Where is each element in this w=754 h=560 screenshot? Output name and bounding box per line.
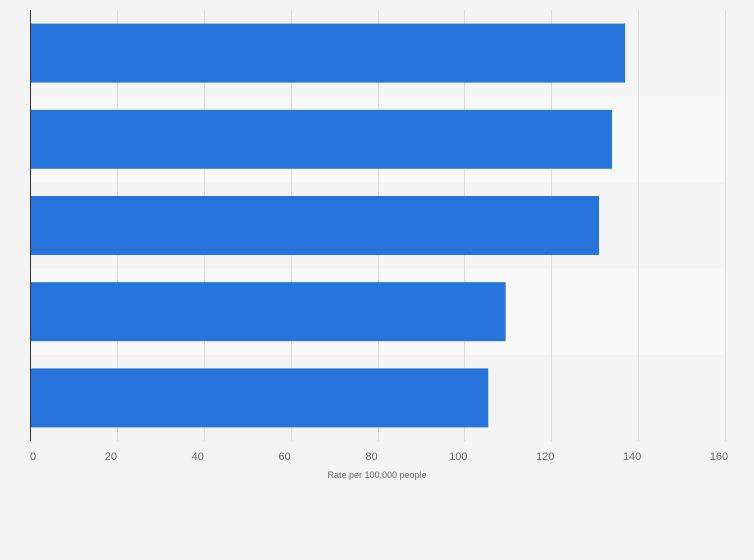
x-tick-label: 60: [279, 451, 291, 463]
bars: [30, 23, 626, 428]
x-tick-label: 100: [449, 451, 467, 463]
x-tick-label: 80: [365, 451, 377, 463]
bar[interactable]: [30, 23, 626, 83]
bar[interactable]: [30, 282, 506, 342]
x-axis-ticks: 0 20 40 60 80 100 120 140 160: [30, 451, 728, 463]
x-tick-label: 40: [192, 451, 204, 463]
x-tick-label: 140: [623, 451, 641, 463]
x-tick-label: 20: [105, 451, 117, 463]
x-axis-title: Rate per 100,000 people: [327, 470, 426, 480]
x-tick-label: 0: [30, 451, 36, 463]
x-tick-label: 120: [536, 451, 554, 463]
bar[interactable]: [30, 196, 600, 255]
bar[interactable]: [30, 368, 489, 428]
x-tick-label: 160: [710, 451, 728, 463]
bar[interactable]: [30, 109, 613, 169]
